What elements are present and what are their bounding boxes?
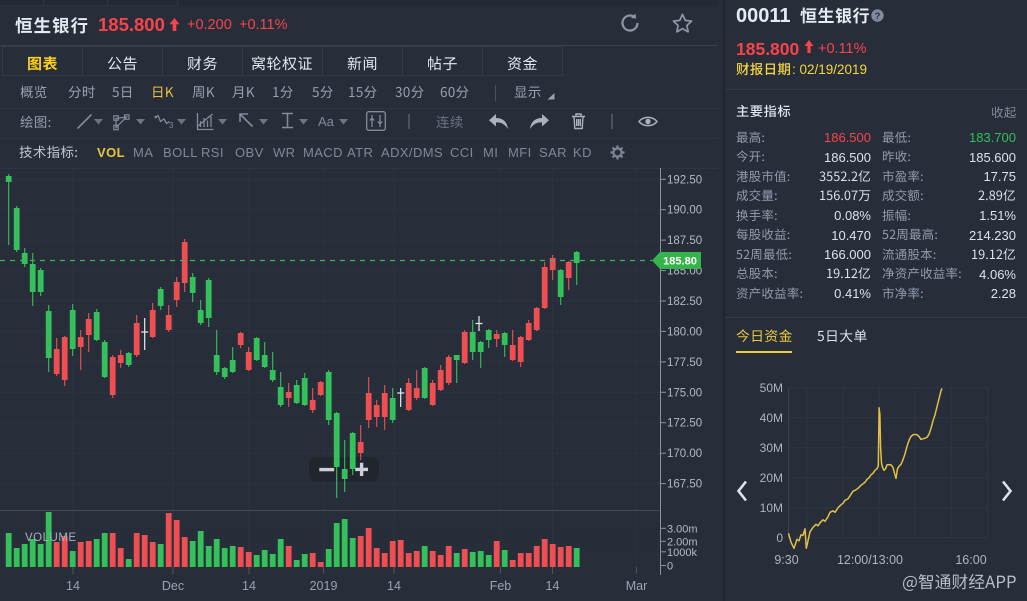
svg-text:177.50: 177.50 <box>667 357 702 369</box>
svg-text:16:00: 16:00 <box>955 553 986 567</box>
svg-text:20M: 20M <box>760 471 783 485</box>
svg-text:190.00: 190.00 <box>667 205 702 217</box>
svg-text:Feb: Feb <box>490 579 512 593</box>
svg-text:40M: 40M <box>760 411 783 425</box>
svg-text:12:00/13:00: 12:00/13:00 <box>837 553 903 567</box>
svg-text:?: ? <box>875 11 881 22</box>
svg-text:Mar: Mar <box>626 579 648 593</box>
svg-text:3: 3 <box>169 121 174 129</box>
svg-text:14: 14 <box>387 579 401 593</box>
svg-text:182.50: 182.50 <box>667 296 702 308</box>
svg-text:14: 14 <box>242 579 256 593</box>
svg-text:175.00: 175.00 <box>667 387 702 399</box>
svg-text:Dec: Dec <box>162 579 184 593</box>
svg-text:9:30: 9:30 <box>774 553 798 567</box>
svg-text:0: 0 <box>667 561 673 573</box>
svg-text:14: 14 <box>546 579 560 593</box>
svg-text:180.00: 180.00 <box>667 326 702 338</box>
svg-text:50M: 50M <box>760 381 783 395</box>
svg-text:185.80: 185.80 <box>663 256 697 268</box>
svg-text:VOLUME: VOLUME <box>25 532 77 544</box>
svg-text:10M: 10M <box>760 501 783 515</box>
svg-text:3.00m: 3.00m <box>667 523 698 535</box>
svg-text:170.00: 170.00 <box>667 448 702 460</box>
svg-text:14: 14 <box>66 579 80 593</box>
svg-text:2.00m: 2.00m <box>667 536 698 548</box>
svg-text:192.50: 192.50 <box>667 174 702 186</box>
svg-text:0: 0 <box>776 531 783 545</box>
svg-text:30M: 30M <box>760 441 783 455</box>
svg-text:1000k: 1000k <box>667 547 697 559</box>
svg-text:172.50: 172.50 <box>667 418 702 430</box>
svg-text:2019: 2019 <box>310 579 338 593</box>
svg-text:167.50: 167.50 <box>667 479 702 491</box>
svg-text:187.50: 187.50 <box>667 235 702 247</box>
